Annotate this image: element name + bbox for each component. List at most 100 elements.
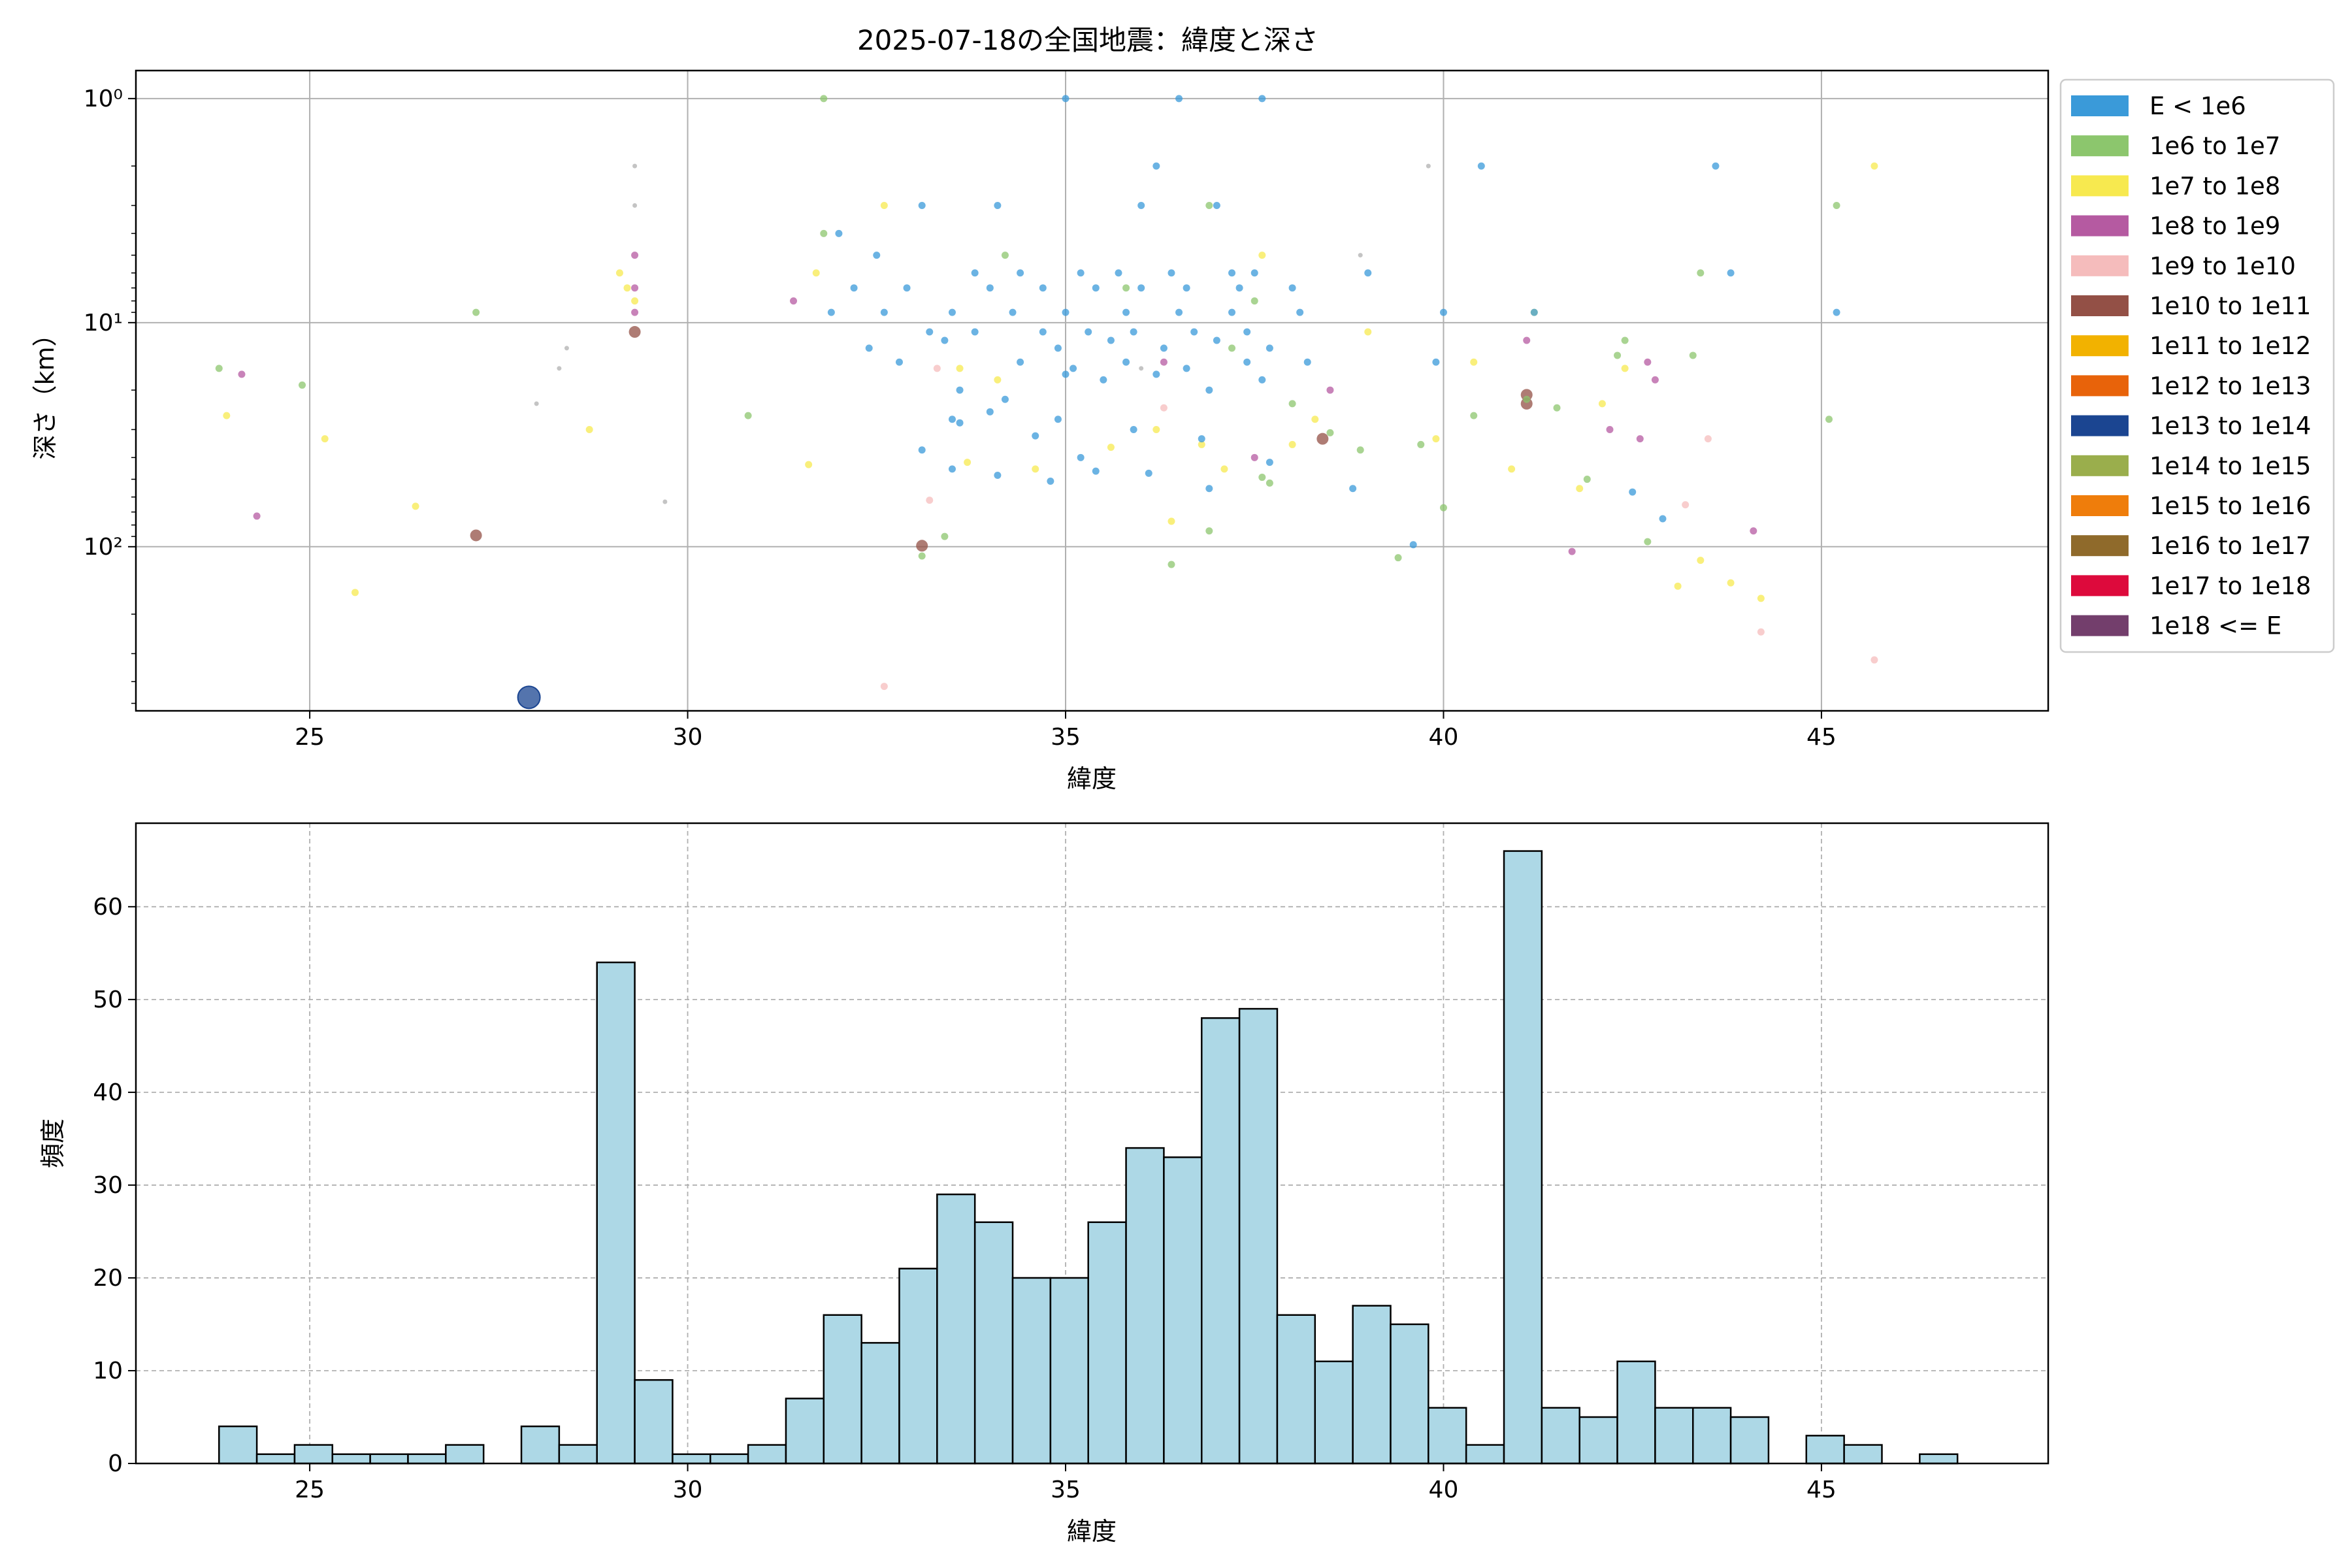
scatter-point [956,386,964,394]
histogram-x-tick-label: 40 [1429,1477,1459,1503]
scatter-point [1152,162,1160,170]
scatter-point [1266,459,1273,466]
legend-label: 1e13 to 1e14 [2149,412,2311,440]
scatter-point [964,459,972,466]
scatter-x-tick-label: 40 [1429,724,1459,751]
scatter-x-tick-label: 45 [1806,724,1837,751]
scatter-point [1358,253,1363,258]
histogram-panel: 25 30 35 40 45 0 10 20 30 40 50 60 緯度 頻度 [39,822,2050,1546]
legend-swatch [2071,335,2129,357]
legend-label: E < 1e6 [2149,92,2246,120]
scatter-point [1130,425,1137,433]
legend-swatch [2071,415,2129,436]
scatter-point [1508,465,1516,473]
scatter-point [564,346,569,351]
scatter-point [1077,269,1085,277]
histogram-bar [823,1314,862,1465]
legend-label: 1e12 to 1e13 [2149,372,2311,400]
scatter-point [1870,162,1878,170]
scatter-point [1250,297,1258,305]
scatter-point [1523,336,1531,344]
scatter-point [880,201,888,209]
scatter-point [1175,308,1183,316]
scatter-point [632,163,638,169]
scatter-point [1651,376,1659,384]
histogram-frame [135,822,2050,1465]
histogram-bar [1616,1360,1656,1465]
scatter-point [1727,579,1735,587]
scatter-point [1205,201,1213,209]
scatter-point [994,471,1002,479]
scatter-point [1198,440,1205,448]
scatter-point [1727,269,1735,277]
scatter-point [631,252,639,259]
scatter-point [1160,358,1168,366]
histogram-y-tick-label: 60 [93,894,123,921]
scatter-x-tick-label: 25 [295,724,325,751]
scatter-point [1235,284,1243,292]
scatter-point [1598,400,1606,408]
histogram-bar [1390,1323,1429,1465]
scatter-point [631,308,639,316]
scatter-point [1326,386,1334,394]
histogram-bar [1465,1444,1505,1465]
scatter-point [412,502,419,510]
legend-swatch [2071,495,2129,516]
legend-swatch [2071,535,2129,557]
scatter-y-tick-label: 10¹ [84,310,123,336]
scatter-point [865,344,873,352]
histogram-bar [369,1453,409,1465]
scatter-point [1001,252,1009,259]
histogram-bar [672,1453,711,1465]
scatter-point [517,685,541,710]
legend-label: 1e16 to 1e17 [2149,532,2311,560]
scatter-point [615,269,623,277]
scatter-point [1001,395,1009,403]
scatter-panel: 25 30 35 40 45 10⁰ 10¹ 10² 緯度 深さ（km） E < 1e6 1e6… [31,69,2335,793]
scatter-point [632,203,638,208]
scatter-ticks: 25 30 35 40 45 10⁰ 10¹ 10² [84,86,1837,751]
scatter-point [1160,404,1168,412]
legend-swatch [2071,95,2129,116]
scatter-point [321,435,329,443]
scatter-point [744,412,752,419]
histogram-bar [558,1444,598,1465]
scatter-point [986,408,994,416]
histogram-bar [1654,1407,1694,1465]
scatter-point [1039,284,1047,292]
scatter-point [1833,308,1840,316]
legend-label: 1e14 to 1e15 [2149,452,2311,480]
scatter-point [1092,467,1100,475]
scatter-point [1062,308,1070,316]
histogram-bar [293,1444,334,1465]
scatter-point [948,465,956,473]
scatter-point [1009,308,1017,316]
figure-title: 2025-07-18の全国地震：緯度と深さ [857,24,1318,56]
histogram-bar [936,1193,976,1465]
histogram-bar [331,1453,371,1465]
scatter-point [994,201,1002,209]
scatter-point [1833,201,1840,209]
scatter-point [1417,440,1425,448]
scatter-point [1137,284,1145,292]
scatter-point [299,381,306,389]
scatter-point [1168,269,1175,277]
histogram-bar [1049,1277,1089,1465]
histogram-x-tick-label: 25 [295,1477,325,1503]
scatter-point [1757,595,1765,602]
scatter-point [827,308,835,316]
scatter-point [1190,328,1198,336]
scatter-x-axis-label: 緯度 [1067,764,1117,793]
histogram-bar [255,1453,296,1465]
histogram-bar [860,1342,900,1465]
scatter-y-tick-label: 10⁰ [84,86,123,112]
scatter-point [1032,465,1039,473]
legend-swatch [2071,295,2129,316]
histogram-bar [1843,1444,1883,1465]
scatter-point [1583,476,1591,483]
scatter-point [1644,538,1652,546]
scatter-point [1750,527,1757,535]
scatter-point [1100,376,1107,384]
legend-items: E < 1e6 1e6 to 1e7 1e7 to 1e8 1e8 to 1e9 1e9… [2071,92,2311,640]
scatter-point [1175,95,1183,103]
